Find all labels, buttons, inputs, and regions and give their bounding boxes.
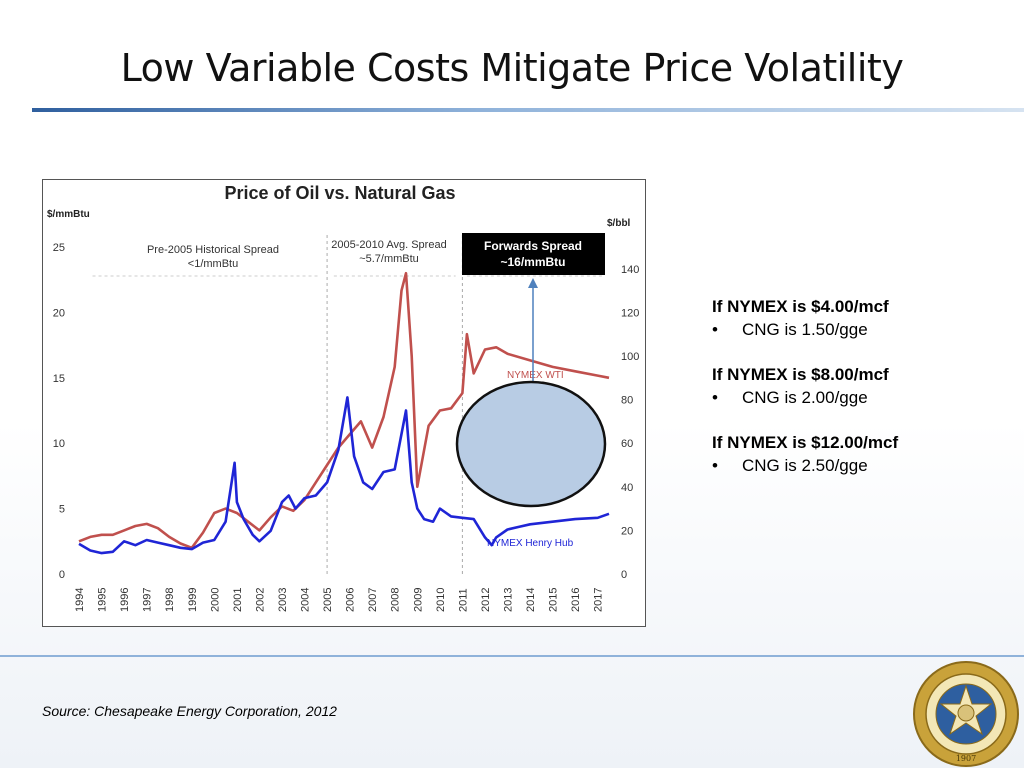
left-tick-label: 20	[53, 307, 65, 319]
x-tick-label: 2017	[593, 588, 605, 612]
x-tick-label: 1994	[74, 588, 86, 612]
x-tick-label: 2005	[322, 588, 334, 612]
x-tick-label: 1996	[119, 588, 131, 612]
scenario-bullet-item: • CNG is 2.50/gge	[712, 454, 1012, 478]
bullet: •	[712, 388, 718, 407]
title-divider	[32, 108, 1024, 112]
annotation-forwards-line2: ~16/mmBtu	[500, 255, 565, 269]
x-tick-label: 2008	[390, 588, 402, 612]
scenario-value: CNG is 2.00/gge	[742, 388, 868, 407]
x-tick-label: 2006	[345, 588, 357, 612]
x-tick-label: 2014	[525, 588, 537, 612]
spread-arrow-head	[528, 278, 538, 288]
right-tick-label: 40	[621, 482, 633, 494]
chart-image-frame: Price of Oil vs. Natural Gas $/mmBtu $/b…	[42, 179, 646, 627]
left-tick-label: 10	[53, 438, 65, 450]
annotation-2005-2010-line1: 2005-2010 Avg. Spread	[331, 239, 446, 251]
left-tick-label: 0	[59, 569, 65, 581]
x-tick-label: 2011	[457, 588, 469, 612]
right-tick-label: 120	[621, 307, 639, 319]
axis-ticks: 0 5 10 15 20 25 0 20 40 60 80 100 120 140 1994 1995 1996…	[53, 242, 640, 612]
oil-vs-gas-chart: Price of Oil vs. Natural Gas $/mmBtu $/b…	[47, 183, 640, 612]
scenario-bullet-item: • CNG is 1.50/gge	[712, 318, 1012, 342]
x-tick-label: 1997	[142, 588, 154, 612]
henry-hub-price-line	[78, 396, 610, 555]
series-label-henry-hub: NYMEX Henry Hub	[487, 538, 574, 549]
annotation-forwards-line1: Forwards Spread	[484, 239, 582, 253]
series-label-wti: NYMEX WTI	[507, 370, 564, 381]
left-tick-label: 15	[53, 373, 65, 385]
footer-divider	[0, 655, 1024, 657]
right-tick-label: 100	[621, 351, 639, 363]
right-tick-label: 0	[621, 569, 627, 581]
x-tick-label: 2001	[232, 588, 244, 612]
bullet: •	[712, 320, 718, 339]
x-tick-label: 2015	[548, 588, 560, 612]
scenario-8: If NYMEX is $8.00/mcf • CNG is 2.00/gge	[712, 364, 1012, 410]
scenario-4: If NYMEX is $4.00/mcf • CNG is 1.50/gge	[712, 296, 1012, 342]
scenario-bullet-item: • CNG is 2.00/gge	[712, 386, 1012, 410]
scenario-heading: If NYMEX is $4.00/mcf	[712, 297, 889, 316]
forwards-spread-box	[462, 233, 605, 275]
right-tick-label: 60	[621, 438, 633, 450]
seal-year: 1907	[956, 754, 976, 763]
scenario-12: If NYMEX is $12.00/mcf • CNG is 2.50/gge	[712, 432, 1012, 478]
right-tick-label: 20	[621, 525, 633, 537]
x-tick-label: 2010	[435, 588, 447, 612]
x-tick-label: 2009	[412, 588, 424, 612]
annotation-pre2005-line1: Pre-2005 Historical Spread	[147, 244, 279, 256]
x-tick-label: 1999	[187, 588, 199, 612]
right-axis-label: $/bbl	[607, 218, 631, 229]
source-citation: Source: Chesapeake Energy Corporation, 2…	[42, 703, 337, 719]
highlight-oval	[455, 380, 607, 508]
left-tick-label: 25	[53, 242, 65, 254]
annotation-pre2005-line2: <1/mmBtu	[188, 258, 238, 270]
scenario-value: CNG is 2.50/gge	[742, 456, 868, 475]
scenario-value: CNG is 1.50/gge	[742, 320, 868, 339]
x-tick-label: 2012	[480, 588, 492, 612]
nymex-cng-scenarios: If NYMEX is $4.00/mcf • CNG is 1.50/gge I…	[712, 296, 1012, 500]
x-tick-label: 2000	[209, 588, 221, 612]
annotation-2005-2010-line2: ~5.7/mmBtu	[359, 253, 419, 265]
chart-title: Price of Oil vs. Natural Gas	[224, 183, 455, 203]
x-tick-label: 2016	[570, 588, 582, 612]
left-tick-label: 5	[59, 504, 65, 516]
x-tick-label: 2013	[503, 588, 515, 612]
x-tick-label: 2003	[277, 588, 289, 612]
x-tick-label: 2002	[254, 588, 266, 612]
left-axis-label: $/mmBtu	[47, 209, 90, 220]
slide-title: Low Variable Costs Mitigate Price Volati…	[120, 46, 904, 90]
right-tick-label: 140	[621, 264, 639, 276]
oklahoma-state-seal-icon: 1907	[913, 661, 1019, 767]
x-tick-label: 2004	[300, 588, 312, 612]
series-lines	[78, 271, 610, 555]
scenario-heading: If NYMEX is $12.00/mcf	[712, 433, 899, 452]
x-tick-label: 1995	[97, 588, 109, 612]
right-tick-label: 80	[621, 395, 633, 407]
x-tick-label: 2007	[367, 588, 379, 612]
bullet: •	[712, 456, 718, 475]
scenario-heading: If NYMEX is $8.00/mcf	[712, 365, 889, 384]
x-tick-label: 1998	[164, 588, 176, 612]
